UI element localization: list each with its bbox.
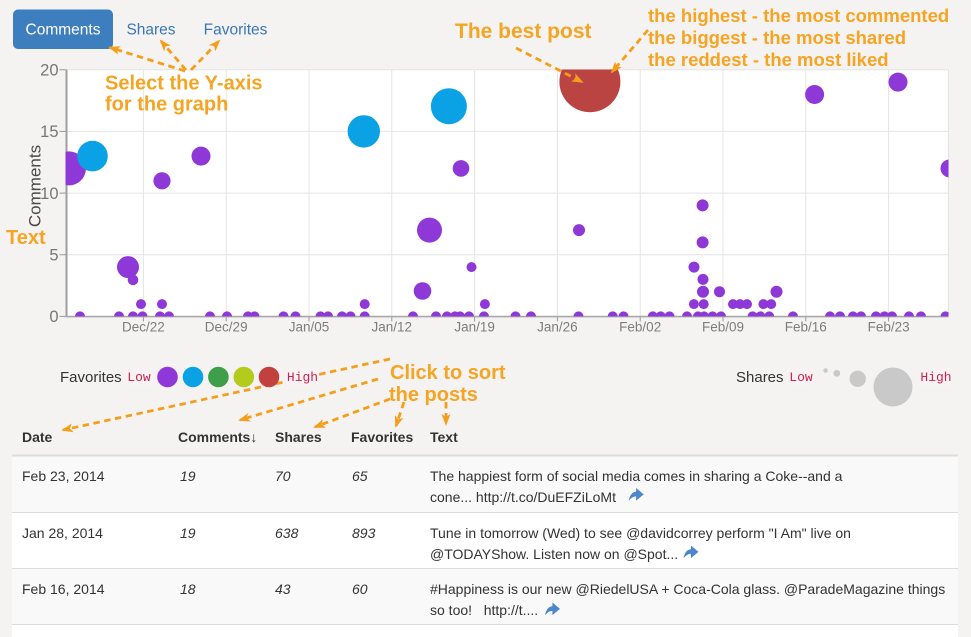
svg-text:the reddest - the most liked: the reddest - the most liked [648, 49, 889, 70]
svg-text:Feb 23, 2014: Feb 23, 2014 [22, 468, 105, 484]
svg-text:#Happiness is our new @RiedelU: #Happiness is our new @RiedelUSA + Coca-… [430, 581, 945, 597]
svg-text:High: High [287, 370, 318, 385]
svg-text:cone... http://t.co/DuEFZiLoMt: cone... http://t.co/DuEFZiLoMt [430, 489, 616, 505]
svg-text:The happiest form of social me: The happiest form of social media comes … [430, 468, 843, 484]
svg-text:65: 65 [352, 468, 368, 484]
svg-text:Jan/26: Jan/26 [537, 320, 578, 335]
svg-text:Text: Text [6, 227, 46, 249]
svg-text:0: 0 [49, 308, 58, 326]
svg-text:Feb 16, 2014: Feb 16, 2014 [22, 581, 105, 597]
svg-text:Feb/02: Feb/02 [619, 320, 661, 335]
svg-text:Comments: Comments [26, 145, 45, 227]
svg-text:60: 60 [352, 581, 368, 597]
svg-text:70: 70 [275, 468, 291, 484]
svg-text:15: 15 [40, 123, 58, 141]
svg-text:638: 638 [275, 525, 299, 541]
svg-text:Favorites: Favorites [204, 22, 268, 39]
svg-text:the posts: the posts [389, 384, 478, 406]
svg-text:Favorites: Favorites [351, 429, 413, 445]
svg-text:Jan/19: Jan/19 [454, 320, 495, 335]
svg-text:the biggest - the most shared: the biggest - the most shared [648, 27, 906, 48]
svg-text:High: High [920, 370, 951, 385]
svg-text:Feb/09: Feb/09 [702, 320, 744, 335]
svg-text:Favorites: Favorites [60, 369, 122, 386]
svg-text:Dec/29: Dec/29 [205, 320, 248, 335]
svg-text:Click to sort: Click to sort [390, 362, 506, 384]
svg-text:the highest - the most comment: the highest - the most commented [648, 5, 949, 26]
svg-text:19: 19 [180, 468, 196, 484]
svg-text:Jan/12: Jan/12 [372, 320, 413, 335]
svg-text:for the graph: for the graph [105, 94, 228, 116]
svg-text:Date: Date [22, 429, 53, 445]
svg-text:Comments: Comments [26, 22, 101, 39]
svg-text:Dec/22: Dec/22 [122, 320, 165, 335]
svg-text:Jan/05: Jan/05 [289, 320, 330, 335]
svg-text:Low: Low [789, 370, 813, 385]
svg-text:Shares: Shares [736, 369, 784, 386]
svg-text:Text: Text [430, 429, 458, 445]
svg-text:@TODAYShow. Listen now on @Spo: @TODAYShow. Listen now on @Spot... [430, 546, 678, 562]
svg-text:so too! http://t....: so too! http://t.... [430, 602, 538, 618]
svg-text:19: 19 [180, 525, 196, 541]
svg-text:Tune in tomorrow (Wed) to see: Tune in tomorrow (Wed) to see @davidcorr… [430, 525, 851, 541]
svg-text:Comments↓: Comments↓ [178, 429, 257, 445]
svg-text:Jan 28, 2014: Jan 28, 2014 [22, 525, 103, 541]
svg-text:Low: Low [127, 370, 151, 385]
svg-text:10: 10 [40, 185, 58, 203]
svg-text:18: 18 [180, 581, 196, 597]
svg-text:Feb/23: Feb/23 [868, 320, 910, 335]
svg-text:Select the Y-axis: Select the Y-axis [105, 73, 263, 95]
svg-text:43: 43 [275, 581, 291, 597]
svg-text:893: 893 [352, 525, 376, 541]
svg-text:5: 5 [49, 246, 58, 264]
svg-text:Feb/16: Feb/16 [785, 320, 827, 335]
svg-text:The best post: The best post [455, 20, 592, 43]
svg-text:20: 20 [40, 62, 58, 80]
svg-text:Shares: Shares [126, 22, 175, 39]
svg-text:Shares: Shares [275, 429, 322, 445]
